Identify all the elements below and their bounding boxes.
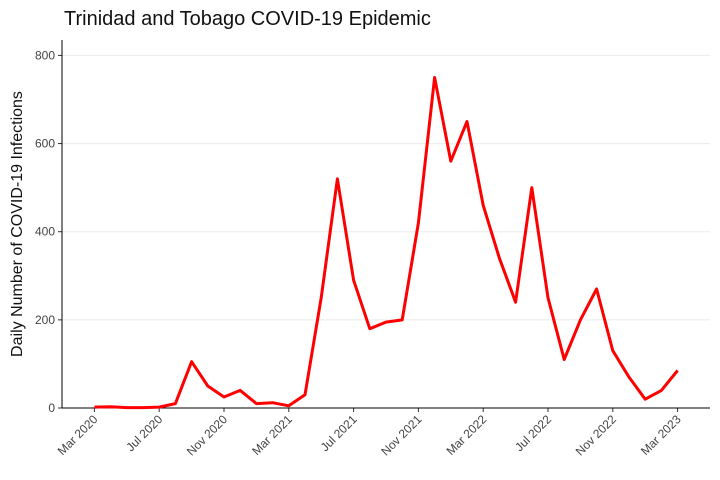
x-tick-label: Jul 2022 xyxy=(512,412,554,454)
line-series xyxy=(94,76,679,410)
x-tick-label: Jul 2020 xyxy=(123,412,165,454)
y-axis-label: Daily Number of COVID-19 Infections xyxy=(9,91,26,357)
x-tick-label: Nov 2020 xyxy=(184,412,230,458)
y-tick-label: 0 xyxy=(48,401,55,415)
x-tick-label: Jul 2021 xyxy=(318,412,360,454)
y-tick-label: 600 xyxy=(35,137,55,151)
y-tick-label: 400 xyxy=(35,225,55,239)
x-tick-label: Mar 2022 xyxy=(444,412,490,458)
y-tick-label: 800 xyxy=(35,48,55,62)
x-tick-label: Nov 2021 xyxy=(378,412,424,458)
x-tick-label: Nov 2022 xyxy=(573,412,619,458)
y-tick-label: 200 xyxy=(35,313,55,327)
x-tick-label: Mar 2020 xyxy=(55,412,101,458)
x-tick-label: Mar 2023 xyxy=(638,412,684,458)
x-tick-label: Mar 2021 xyxy=(249,412,295,458)
chart-title: Trinidad and Tobago COVID-19 Epidemic xyxy=(64,8,431,30)
